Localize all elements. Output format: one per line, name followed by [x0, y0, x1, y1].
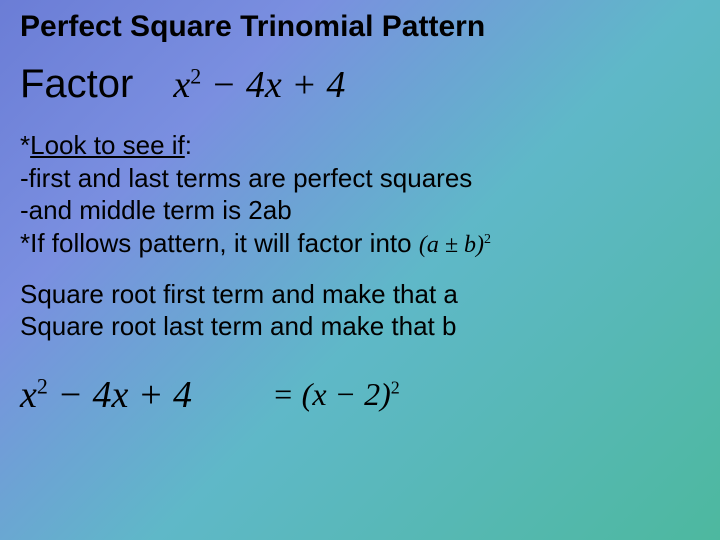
formula-close: )	[476, 232, 484, 258]
result-eq: = (	[272, 376, 312, 412]
expr-op2: + 4	[282, 64, 346, 106]
result-expression: = (x − 2)2	[272, 376, 400, 413]
result-mid: − 2)	[327, 376, 391, 412]
line-5: Square root first term and make that a	[20, 278, 700, 311]
page-title: Perfect Square Trinomial Pattern	[20, 10, 700, 44]
line1-underlined: Look to see if	[30, 130, 185, 160]
inline-formula: (a ± b)2	[419, 232, 491, 258]
formula-pm: ±	[439, 232, 464, 258]
bexpr-op1: − 4	[48, 374, 112, 416]
line4-text: *If follows pattern, it will factor into	[20, 228, 419, 258]
bexpr-exp1: 2	[37, 373, 48, 398]
formula-a: a	[427, 232, 439, 258]
result-var: x	[312, 376, 326, 412]
factor-label: Factor	[20, 62, 133, 107]
line1-suffix: :	[185, 130, 192, 160]
line1-prefix: *	[20, 130, 30, 160]
bottom-expression: x2 − 4x + 4	[20, 373, 192, 417]
line-3: -and middle term is 2ab	[20, 194, 700, 227]
formula-exp: 2	[484, 232, 491, 247]
formula-b: b	[464, 232, 476, 258]
expr-exp1: 2	[190, 63, 201, 88]
spacer	[20, 260, 700, 278]
result-exp: 2	[391, 377, 400, 397]
bottom-row: x2 − 4x + 4 = (x − 2)2	[20, 373, 700, 417]
expr-var2: x	[265, 64, 282, 106]
bexpr-op2: + 4	[128, 374, 192, 416]
factor-row: Factor x2 − 4x + 4	[20, 62, 700, 107]
line-1: *Look to see if:	[20, 129, 700, 162]
formula-open: (	[419, 232, 427, 258]
body-text: *Look to see if: -first and last terms a…	[20, 129, 700, 343]
line-6: Square root last term and make that b	[20, 310, 700, 343]
bexpr-var1: x	[20, 374, 37, 416]
expr-op1: − 4	[201, 64, 265, 106]
line-2: -first and last terms are perfect square…	[20, 162, 700, 195]
main-expression: x2 − 4x + 4	[173, 63, 345, 107]
bexpr-var2: x	[112, 374, 129, 416]
expr-var1: x	[173, 64, 190, 106]
line-4: *If follows pattern, it will factor into…	[20, 227, 700, 260]
